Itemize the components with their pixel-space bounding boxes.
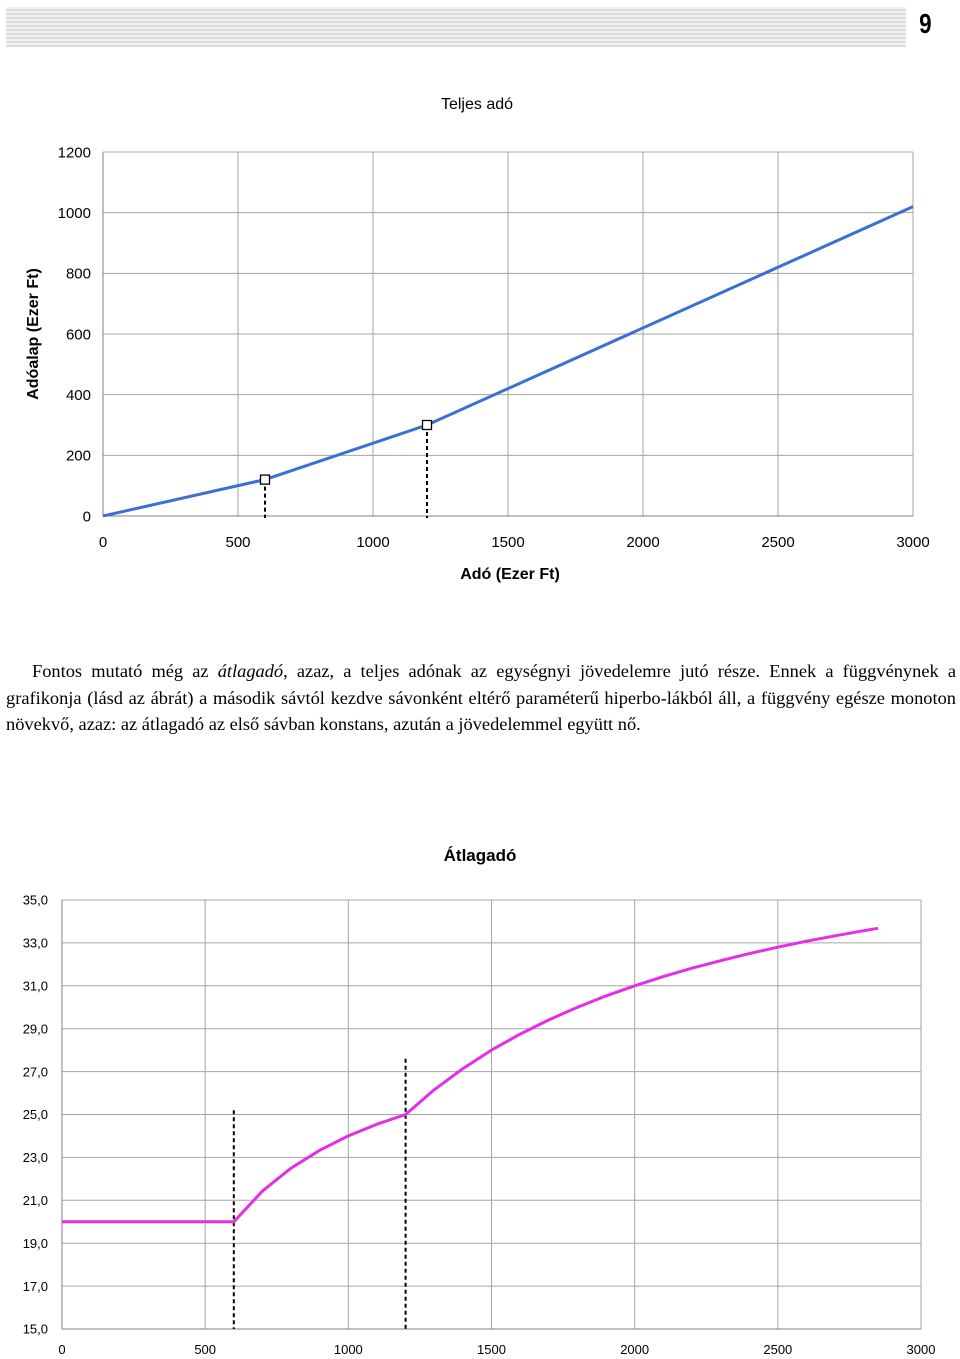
total-tax-chart-series — [102, 205, 914, 518]
total-tax-chart-x-tick-label: 500 — [225, 534, 250, 551]
average-tax-chart: Átlagadó 15,0 17,0 19,0 21,0 23,0 25,0 27,0 29,… — [23, 846, 936, 1357]
average-tax-chart-y-tick-label: 33,0 — [23, 936, 48, 951]
total-tax-chart-y-ticks: 0 200 400 600 800 1000 1200 — [58, 144, 91, 525]
total-tax-chart-title: Teljes adó — [441, 96, 513, 113]
average-tax-paragraph: Fontos mutató még az átlagadó, azaz, a t… — [6, 658, 956, 738]
total-tax-chart-y-tick-label: 1000 — [58, 205, 91, 222]
total-tax-chart-point-marker — [421, 419, 433, 431]
page-header-bar — [6, 7, 954, 47]
average-tax-chart-x-tick-label: 2500 — [763, 1342, 792, 1357]
total-tax-chart-grid — [102, 151, 914, 517]
total-tax-chart-y-tick-label: 200 — [66, 448, 91, 465]
average-tax-chart-y-tick-label: 35,0 — [23, 893, 48, 908]
total-tax-chart-x-tick-label: 1500 — [491, 534, 524, 551]
total-tax-chart-x-tick-label: 1000 — [356, 534, 389, 551]
average-tax-chart-y-tick-label: 25,0 — [23, 1107, 48, 1122]
total-tax-chart-point-marker — [259, 474, 271, 485]
header-stripes — [6, 7, 954, 47]
total-tax-chart-y-tick-label: 0 — [83, 508, 91, 525]
average-tax-chart-x-tick-label: 1000 — [334, 1342, 363, 1357]
average-tax-chart-grid — [61, 899, 922, 1330]
body-paragraph: Fontos mutató még az átlagadó, azaz, a t… — [6, 658, 956, 738]
total-tax-chart-y-tick-label: 1200 — [58, 144, 91, 161]
average-tax-chart-series — [62, 926, 879, 1224]
total-tax-chart-x-ticks: 0 500 1000 1500 2000 2500 3000 — [99, 534, 930, 551]
total-tax-chart-x-label: Adó (Ezer Ft) — [460, 566, 560, 583]
total-tax-chart-y-label: Adóalap (Ezer Ft) — [25, 268, 42, 400]
average-tax-chart-y-ticks: 15,0 17,0 19,0 21,0 23,0 25,0 27,0 29,0 31,0 33,0… — [23, 893, 48, 1337]
average-tax-chart-x-tick-label: 0 — [58, 1342, 65, 1357]
average-tax-chart-y-tick-label: 19,0 — [23, 1236, 48, 1251]
average-tax-chart-series-line — [62, 926, 879, 1224]
total-tax-chart: Teljes adó 0 200 400 600 800 1000 1200 0 500 100… — [25, 96, 930, 583]
average-tax-chart-x-tick-label: 500 — [194, 1342, 216, 1357]
page-number: 9 — [919, 8, 932, 39]
total-tax-chart-markers — [259, 419, 433, 485]
paragraph-text-rest: , azaz, a teljes adónak az egységnyi jöv… — [6, 661, 956, 734]
paragraph-emphasis: átlagadó — [217, 661, 284, 681]
average-tax-chart-x-tick-label: 3000 — [907, 1342, 936, 1357]
average-tax-chart-x-tick-label: 1500 — [477, 1342, 506, 1357]
total-tax-chart-y-tick-label: 600 — [66, 326, 91, 343]
average-tax-chart-title: Átlagadó — [444, 846, 517, 865]
total-tax-chart-y-tick-label: 800 — [66, 266, 91, 283]
average-tax-chart-dashed-lines — [232, 1058, 407, 1329]
total-tax-chart-y-tick-label: 400 — [66, 387, 91, 404]
page-number-box — [906, 7, 954, 47]
average-tax-chart-y-tick-label: 29,0 — [23, 1021, 48, 1036]
total-tax-chart-series-line — [102, 205, 914, 518]
average-tax-chart-x-ticks: 0 500 1000 1500 2000 2500 3000 — [58, 1342, 935, 1357]
total-tax-chart-dashed-lines — [264, 425, 428, 518]
paragraph-text-start: Fontos mutató még az — [32, 661, 218, 681]
total-tax-chart-x-tick-label: 0 — [99, 534, 107, 551]
average-tax-chart-y-tick-label: 27,0 — [23, 1064, 48, 1079]
average-tax-chart-y-tick-label: 31,0 — [23, 978, 48, 993]
total-tax-chart-x-tick-label: 3000 — [896, 534, 929, 551]
total-tax-chart-x-tick-label: 2500 — [761, 534, 794, 551]
average-tax-chart-x-tick-label: 2000 — [620, 1342, 649, 1357]
average-tax-chart-y-tick-label: 17,0 — [23, 1279, 48, 1294]
average-tax-chart-y-tick-label: 21,0 — [23, 1193, 48, 1208]
average-tax-chart-y-tick-label: 23,0 — [23, 1150, 48, 1165]
average-tax-chart-y-tick-label: 15,0 — [23, 1322, 48, 1337]
total-tax-chart-x-tick-label: 2000 — [626, 534, 659, 551]
